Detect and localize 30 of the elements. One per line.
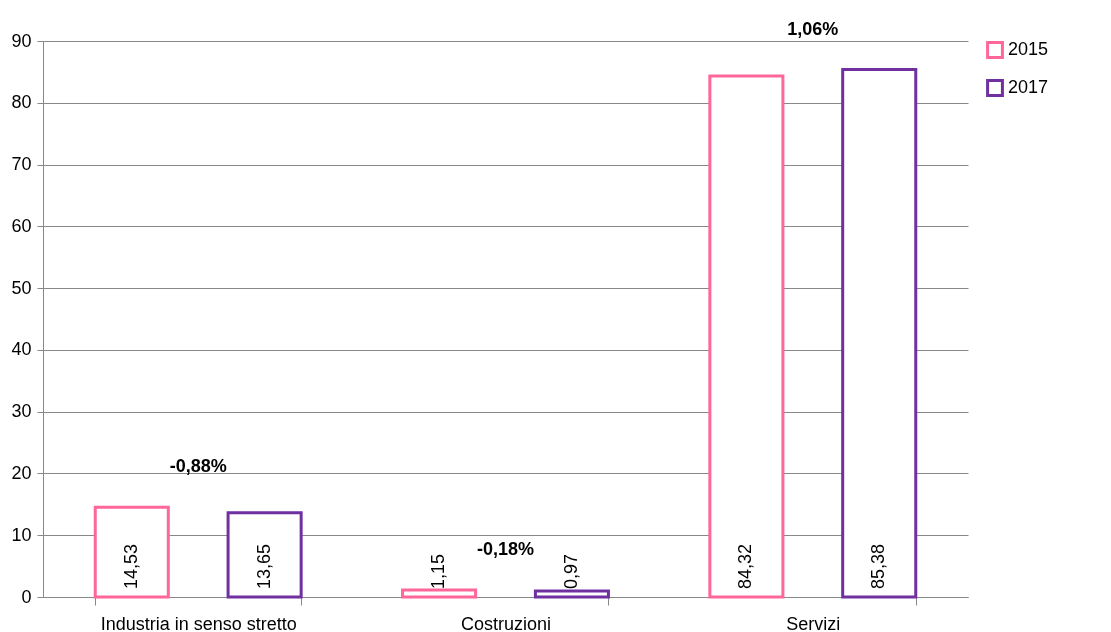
y-tick-label: 40 <box>11 339 32 360</box>
y-tick-label: 70 <box>11 154 32 175</box>
data-label: 13,65 <box>253 543 274 589</box>
data-label: 0,97 <box>560 553 581 589</box>
text: 1,06% <box>787 18 839 39</box>
y-tick-label: 20 <box>11 462 32 483</box>
data-label: 85,38 <box>868 543 889 589</box>
x-tick-label: Industria in senso stretto <box>100 613 297 632</box>
legend-label: 2017 <box>1008 77 1049 97</box>
bar <box>401 588 478 599</box>
y-tick-label: 50 <box>11 277 32 298</box>
bar <box>841 68 918 599</box>
y-tick-label: 60 <box>11 215 32 236</box>
data-label: 14,53 <box>120 543 141 589</box>
legend-label: 2015 <box>1008 39 1049 59</box>
annotation: -0,18% <box>476 538 535 559</box>
y-tick-label: 10 <box>11 524 32 545</box>
bar <box>708 74 785 599</box>
y-tick-label: 90 <box>11 30 32 51</box>
data-label: 1,15 <box>428 553 449 589</box>
y-tick-label: 80 <box>11 92 32 113</box>
y-tick-label: 0 <box>21 586 32 607</box>
bar <box>226 511 303 599</box>
bar <box>93 505 170 599</box>
x-tick-label: Servizi <box>786 613 841 632</box>
data-label: 84,32 <box>735 543 756 589</box>
annotation: -0,88% <box>169 456 227 477</box>
bar <box>533 589 610 599</box>
y-tick-label: 30 <box>11 401 32 422</box>
x-tick-label: Costruzioni <box>460 613 552 632</box>
